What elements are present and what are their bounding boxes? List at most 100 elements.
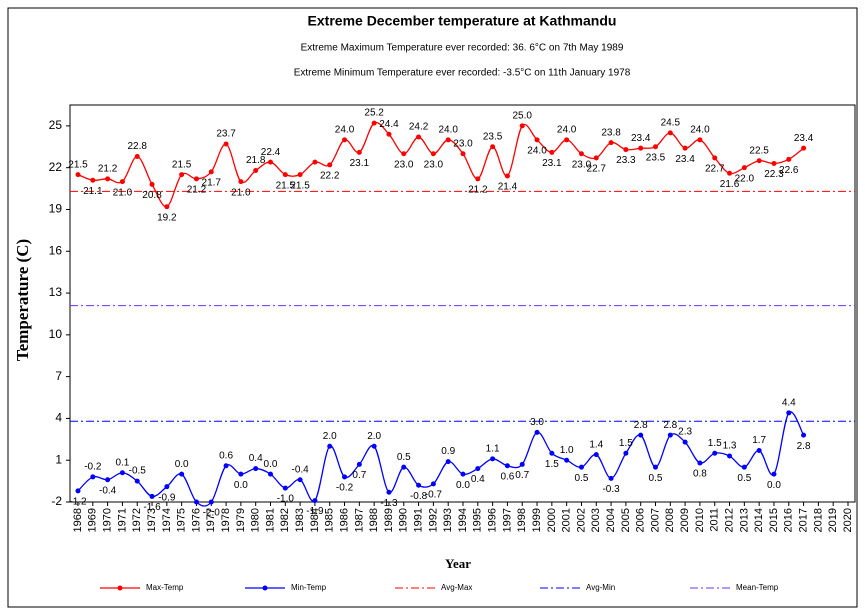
data-point [268, 159, 273, 165]
y-tick-label: 10 [49, 327, 63, 341]
x-tick-label: 1973 [146, 508, 158, 532]
x-tick-label: 2017 [797, 508, 809, 532]
data-point [653, 144, 658, 150]
legend-label: Max-Temp [146, 583, 184, 592]
data-point [416, 134, 422, 140]
data-label: 21.2 [187, 184, 207, 195]
x-tick-label: 2009 [679, 508, 691, 532]
data-point [519, 123, 525, 129]
data-label: 24.5 [661, 118, 681, 129]
data-point [667, 130, 673, 136]
data-label: -1.6 [143, 502, 161, 513]
x-tick-label: 2014 [753, 508, 765, 532]
data-point [342, 137, 348, 143]
data-label: 24.0 [690, 124, 710, 135]
data-point [149, 181, 155, 187]
data-label: 21.2 [468, 184, 488, 195]
data-label: -0.2 [336, 483, 354, 494]
data-label: 23.5 [646, 152, 666, 163]
data-label: 22.7 [587, 164, 607, 175]
data-point [430, 481, 436, 487]
data-label: 4.4 [782, 397, 796, 408]
data-label: -0.2 [84, 462, 102, 473]
data-point [342, 474, 348, 480]
data-label: 23.8 [601, 127, 621, 138]
x-tick-label: 2004 [605, 508, 617, 532]
x-tick-label: 2016 [783, 508, 795, 532]
data-label: 0.0 [234, 480, 248, 491]
x-tick-label: 2010 [694, 508, 706, 532]
x-tick-label: 1971 [116, 508, 128, 532]
legend-label: Mean-Temp [736, 583, 779, 592]
data-point [697, 137, 703, 143]
data-point [667, 432, 673, 438]
data-label: 0.6 [500, 471, 514, 482]
x-tick-label: 2007 [649, 508, 661, 532]
data-label: 0.5 [397, 452, 411, 463]
data-label: 0.9 [441, 446, 455, 457]
x-tick-label: 1994 [457, 508, 469, 532]
x-tick-label: 2005 [620, 508, 632, 532]
data-label: 0.7 [515, 470, 529, 481]
data-point [119, 179, 125, 185]
legend-marker [117, 585, 123, 591]
data-point [223, 463, 229, 469]
x-tick-label: 2000 [546, 508, 558, 532]
data-label: 23.0 [424, 159, 444, 170]
x-tick-label: 1976 [190, 508, 202, 532]
x-tick-label: 1979 [235, 508, 247, 532]
data-label: 22.6 [779, 165, 799, 176]
y-axis-label: Temperature (C) [13, 239, 32, 361]
data-label: 0.7 [352, 470, 366, 481]
data-label: 21.5 [290, 180, 310, 191]
data-label: 21.1 [83, 186, 103, 197]
data-point [549, 149, 555, 155]
data-point [149, 493, 155, 499]
data-point [327, 443, 333, 449]
data-point [193, 176, 199, 182]
x-tick-label: 2013 [738, 508, 750, 532]
data-label: 2.8 [634, 420, 648, 431]
data-label: 0.0 [175, 459, 189, 470]
data-label: -0.9 [158, 492, 176, 503]
y-tick-label: 7 [55, 369, 62, 383]
legend-label: Avg-Min [586, 583, 615, 592]
data-point [327, 162, 333, 168]
data-point [534, 429, 540, 435]
data-point [445, 137, 451, 143]
chart-border [7, 7, 858, 608]
x-axis-label: Year [445, 556, 471, 571]
data-label: 22.0 [735, 173, 755, 184]
data-label: 1.7 [752, 435, 766, 446]
x-tick-label: 2003 [590, 508, 602, 532]
data-label: 0.4 [471, 474, 485, 485]
data-label: 0.0 [767, 480, 781, 491]
data-label: 1.4 [589, 439, 603, 450]
data-label: 1.0 [560, 445, 574, 456]
data-point [164, 484, 170, 490]
y-tick-label: 4 [55, 411, 62, 425]
x-tick-label: 1982 [279, 508, 291, 532]
data-point [430, 151, 436, 157]
data-label: 25.2 [364, 108, 384, 119]
data-label: -1.9 [306, 506, 324, 517]
x-tick-label: 2006 [635, 508, 647, 532]
data-point [401, 151, 407, 157]
y-tick-label: 19 [49, 202, 63, 216]
data-point [475, 466, 481, 472]
data-point [208, 499, 214, 505]
x-tick-label: 1972 [131, 508, 143, 532]
x-tick-label: 1997 [501, 508, 513, 532]
data-label: 23.3 [616, 155, 636, 166]
x-tick-label: 1969 [87, 508, 99, 532]
data-label: 23.4 [794, 133, 814, 144]
data-label: 22.2 [320, 171, 340, 182]
data-point [312, 159, 318, 165]
x-tick-label: 1990 [398, 508, 410, 532]
data-label: 19.2 [157, 212, 177, 223]
x-tick-label: 2001 [561, 508, 573, 532]
x-tick-label: 2002 [575, 508, 587, 532]
data-point [179, 471, 185, 477]
data-label: 24.0 [335, 124, 355, 135]
data-point [134, 154, 140, 160]
